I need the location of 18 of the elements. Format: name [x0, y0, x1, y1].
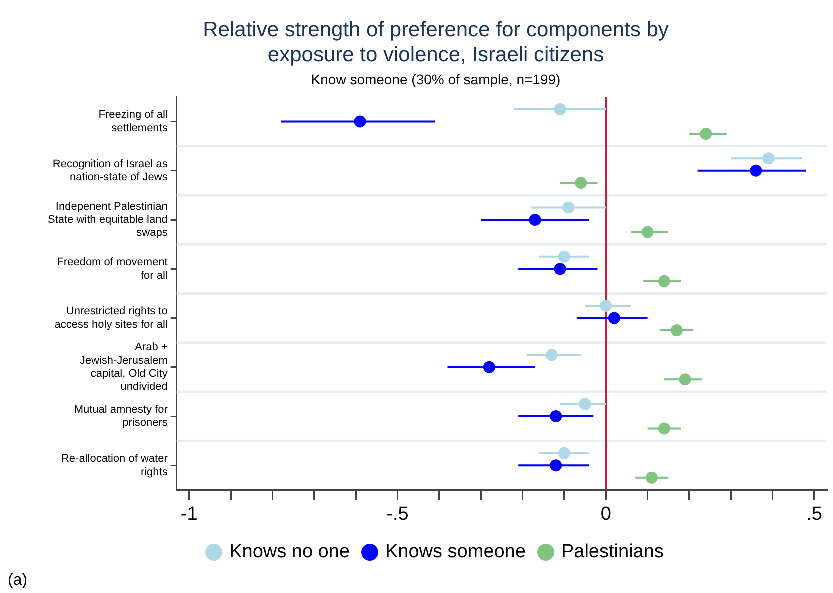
x-tick-label: -1	[180, 504, 198, 525]
x-tick-label: -.5	[386, 504, 409, 525]
y-tick-label: Indepenent Palestinian State with equitable land swaps	[48, 200, 168, 240]
chart-subtitle: Know someone (30% of sample, n=199)	[311, 72, 561, 88]
y-tick-label: Unrestricted rights to access holy sites for all	[54, 306, 168, 331]
y-tick-label: Arab + Jewish-Jerusalem capital, Old City undivided	[80, 342, 168, 394]
y-tick-label: Recognition of Israel as nation-state of Jews	[52, 158, 168, 184]
y-tick-label: Re-allocation of water rights	[61, 453, 168, 478]
x-tick-label: .5	[806, 504, 822, 525]
y-tick-label: Mutual amnesty for prisoners	[74, 404, 168, 430]
y-tick-label: Freezing of all settlements	[98, 109, 168, 134]
x-tick-label: 0	[600, 504, 612, 525]
y-tick-label: Freedom of movement for all	[57, 256, 168, 282]
legend-label: Knows no one	[230, 542, 350, 563]
legend-label: Knows someone	[386, 542, 526, 563]
legend-label: Palestinians	[561, 542, 664, 563]
text: (a)	[8, 572, 28, 590]
chart-title: Relative strength of preference for components by exposure to violence, Israeli citizens	[203, 18, 670, 67]
